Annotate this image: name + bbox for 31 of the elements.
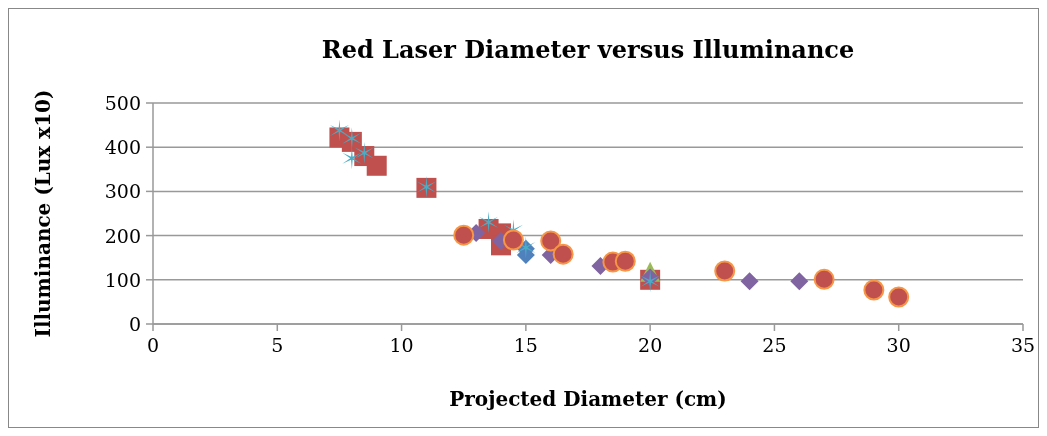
x-tick-label: 0 bbox=[146, 334, 160, 356]
point bbox=[888, 286, 910, 308]
point bbox=[714, 260, 736, 282]
point bbox=[614, 250, 636, 272]
y-tick-label: 500 bbox=[104, 92, 141, 114]
x-tick-label: 10 bbox=[389, 334, 414, 356]
y-tick-label: 200 bbox=[104, 224, 141, 247]
y-tick-label: 300 bbox=[104, 180, 141, 203]
x-tick-label: 25 bbox=[762, 334, 787, 356]
x-tick-label: 15 bbox=[513, 334, 538, 356]
point bbox=[813, 268, 835, 290]
point bbox=[479, 211, 499, 234]
x-tick-label: 20 bbox=[638, 334, 663, 356]
chart-title: Red Laser Diameter versus Illuminance bbox=[321, 35, 855, 64]
point bbox=[790, 272, 809, 291]
point bbox=[552, 243, 574, 265]
x-tick-label: 35 bbox=[1010, 334, 1036, 356]
point bbox=[502, 229, 524, 251]
point bbox=[740, 272, 759, 291]
y-tick-label: 0 bbox=[128, 313, 141, 335]
point bbox=[863, 279, 885, 301]
x-tick-label: 5 bbox=[271, 334, 284, 356]
point bbox=[540, 230, 562, 252]
y-axis-title: Illuminance (Lux x10) bbox=[31, 89, 55, 338]
x-axis-title: Projected Diameter (cm) bbox=[449, 387, 727, 411]
x-tick-label: 30 bbox=[886, 334, 911, 356]
point bbox=[329, 119, 349, 142]
point bbox=[453, 224, 475, 246]
point bbox=[366, 155, 387, 176]
y-tick-label: 100 bbox=[104, 268, 141, 291]
y-tick-label: 400 bbox=[104, 136, 141, 159]
